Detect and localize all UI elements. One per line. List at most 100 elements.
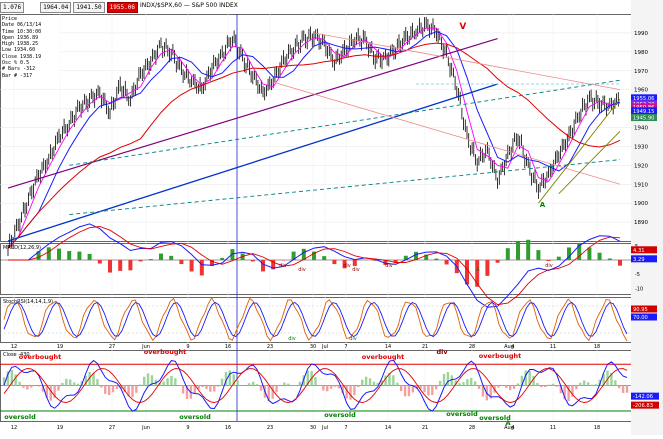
y-tick-label: 1890 xyxy=(634,220,648,226)
osc-histogram-bar xyxy=(345,386,347,399)
osc-histogram-bar xyxy=(77,384,79,386)
toolbar-value-3[interactable]: 1941.50 xyxy=(73,2,104,13)
osc-histogram-bar xyxy=(271,386,273,399)
x-tick-label: 30 xyxy=(310,425,316,431)
x-tick-label: 16 xyxy=(225,425,231,431)
macd-histogram-bar xyxy=(57,249,61,260)
macd-histogram-bar xyxy=(67,251,71,260)
macd-value-text: 4.31 xyxy=(633,248,645,254)
osc-histogram-bar xyxy=(248,383,250,385)
osc-histogram-bar xyxy=(291,386,293,387)
macd-annotation: div xyxy=(385,263,393,269)
macd-histogram-bar xyxy=(179,260,183,264)
macd-histogram-bar xyxy=(526,240,530,260)
osc-annotation: A xyxy=(505,419,510,427)
osc-histogram-bar xyxy=(618,386,620,389)
macd-histogram-bar xyxy=(159,254,163,260)
osc-histogram-bar xyxy=(349,386,351,400)
macd-y-tick: -5 xyxy=(635,272,640,278)
x-tick-label: 27 xyxy=(109,425,115,431)
osc-histogram-bar xyxy=(587,382,589,385)
x-tick-label: 9 xyxy=(186,344,189,350)
osc-histogram-bar xyxy=(536,383,538,386)
osc-histogram-bar xyxy=(626,386,628,393)
macd-histogram-bar xyxy=(557,257,561,260)
osc-histogram-bar xyxy=(540,386,542,388)
x-tick-label: 18 xyxy=(594,425,600,431)
x-tick-label: 14 xyxy=(385,425,391,431)
osc-histogram-bar xyxy=(108,386,110,396)
osc-histogram-bar xyxy=(334,386,336,387)
osc-histogram-bar xyxy=(65,379,67,386)
toolbar-value-4[interactable]: 1955.06 xyxy=(107,2,138,13)
macd-histogram-bar xyxy=(261,260,265,271)
osc-histogram-bar xyxy=(357,386,359,388)
y-tick-label: 1960 xyxy=(634,88,648,94)
osc-histogram-bar xyxy=(591,385,593,386)
osc-histogram-bar xyxy=(318,385,320,386)
osc-histogram-bar xyxy=(595,384,597,385)
osc-histogram-bar xyxy=(229,370,231,385)
osc-histogram-bar xyxy=(400,386,402,392)
y-tick-label: 1910 xyxy=(634,182,648,188)
osc-histogram-bar xyxy=(26,386,28,390)
osc-histogram-bar xyxy=(392,375,394,385)
macd-histogram-bar xyxy=(496,260,500,263)
toolbar-value-2[interactable]: 1964.04 xyxy=(40,2,71,13)
annotation-v-label: V xyxy=(459,22,466,32)
osc-histogram-bar xyxy=(275,386,277,393)
osc-histogram-bar xyxy=(314,377,316,385)
osc-histogram-bar xyxy=(295,386,297,387)
osc-histogram-bar xyxy=(423,386,425,393)
x-tick-label: 11 xyxy=(550,344,556,350)
x-tick-label: Aug xyxy=(504,344,514,350)
x-tick-label: 7 xyxy=(344,344,347,350)
macd-histogram-bar xyxy=(516,242,520,260)
macd-annotation: div xyxy=(279,263,287,269)
x-tick-label: 21 xyxy=(422,425,428,431)
x-tick-label: 30 xyxy=(310,344,316,350)
macd-histogram-bar xyxy=(485,260,489,276)
macd-histogram-bar xyxy=(251,260,255,261)
osc-histogram-bar xyxy=(104,386,106,394)
osc-value-text: -206.83 xyxy=(633,403,653,409)
price-label-text: 1949.15 xyxy=(633,109,654,115)
price-label-text: 1945.90 xyxy=(633,116,654,122)
osc-histogram-bar xyxy=(112,386,114,393)
osc-histogram-bar xyxy=(299,382,301,386)
osc-histogram-bar xyxy=(431,386,433,395)
osc-histogram-bar xyxy=(139,385,141,386)
osc-histogram-bar xyxy=(505,386,507,388)
osc-annotation: overbought xyxy=(362,353,404,361)
x-tick-label: 18 xyxy=(594,344,600,350)
macd-histogram-bar xyxy=(169,256,173,260)
macd-annotation: div xyxy=(298,267,306,273)
osc-histogram-bar xyxy=(50,386,52,401)
y-tick-label: 1900 xyxy=(634,201,648,207)
toolbar-value-1[interactable]: 1.076 xyxy=(0,2,24,13)
osc-histogram-bar xyxy=(287,384,289,386)
osc-histogram-bar xyxy=(365,377,367,386)
osc-histogram-bar xyxy=(143,377,145,386)
macd-histogram-bar xyxy=(547,260,551,261)
osc-annotation: overbought xyxy=(144,348,186,356)
y-tick-label: 1970 xyxy=(634,69,648,75)
osc-histogram-bar xyxy=(162,382,164,386)
macd-histogram-bar xyxy=(434,259,438,260)
macd-histogram-bar xyxy=(506,248,510,260)
osc-histogram-bar xyxy=(478,386,480,389)
osc-histogram-bar xyxy=(408,386,410,397)
x-tick-label: 28 xyxy=(469,344,475,350)
osc-histogram-bar xyxy=(135,386,137,393)
osc-histogram-bar xyxy=(548,385,550,386)
x-tick-label: 27 xyxy=(109,344,115,350)
x-tick-label: 9 xyxy=(186,425,189,431)
x-tick-label: 28 xyxy=(469,425,475,431)
osc-histogram-bar xyxy=(361,380,363,386)
annotation-a-label: A xyxy=(540,201,546,209)
osc-histogram-bar xyxy=(252,382,254,386)
x-tick-label: 11 xyxy=(550,425,556,431)
osc-histogram-bar xyxy=(73,382,75,385)
osc-value-text: -142.06 xyxy=(633,394,653,400)
x-tick-label: 12 xyxy=(11,425,17,431)
